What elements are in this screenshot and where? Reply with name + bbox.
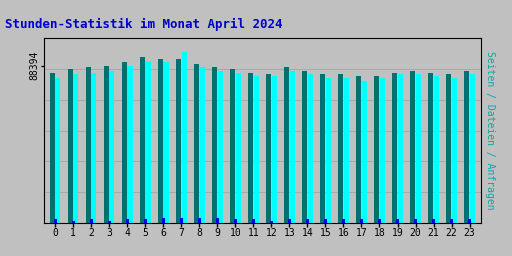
- Bar: [344, 78, 349, 223]
- Bar: [163, 62, 168, 223]
- Bar: [464, 71, 470, 223]
- Bar: [110, 71, 115, 223]
- Bar: [218, 71, 223, 223]
- Bar: [50, 72, 55, 223]
- Bar: [158, 59, 163, 223]
- Bar: [324, 219, 327, 223]
- Bar: [308, 74, 313, 223]
- Bar: [271, 76, 276, 223]
- Bar: [54, 219, 57, 223]
- Bar: [86, 67, 91, 223]
- Bar: [326, 78, 331, 223]
- Bar: [416, 74, 421, 223]
- Bar: [360, 219, 363, 223]
- Bar: [127, 66, 133, 223]
- Bar: [432, 219, 435, 223]
- Bar: [378, 219, 381, 223]
- Bar: [429, 72, 433, 223]
- Bar: [144, 219, 147, 223]
- Bar: [380, 78, 385, 223]
- Bar: [270, 221, 273, 223]
- Bar: [302, 71, 307, 223]
- Bar: [126, 219, 129, 223]
- Bar: [145, 61, 151, 223]
- Bar: [288, 219, 291, 223]
- Bar: [182, 52, 186, 223]
- Bar: [104, 66, 109, 223]
- Bar: [236, 72, 241, 223]
- Bar: [284, 67, 289, 223]
- Bar: [73, 74, 78, 223]
- Bar: [398, 74, 403, 223]
- Bar: [212, 67, 217, 223]
- Bar: [374, 76, 379, 223]
- Bar: [140, 57, 145, 223]
- Bar: [68, 69, 73, 223]
- Bar: [396, 219, 399, 223]
- Bar: [122, 62, 127, 223]
- Bar: [361, 81, 367, 223]
- Bar: [180, 218, 183, 223]
- Bar: [434, 76, 439, 223]
- Bar: [392, 72, 397, 223]
- Bar: [356, 76, 361, 223]
- Bar: [290, 71, 294, 223]
- Bar: [266, 74, 271, 223]
- Bar: [410, 71, 415, 223]
- Bar: [216, 218, 219, 223]
- Bar: [414, 219, 417, 223]
- Bar: [320, 74, 325, 223]
- Bar: [248, 72, 253, 223]
- Bar: [162, 218, 165, 223]
- Y-axis label: Seiten / Dateien / Anfragen: Seiten / Dateien / Anfragen: [485, 51, 496, 210]
- Bar: [55, 78, 60, 223]
- Bar: [176, 59, 181, 223]
- Bar: [452, 78, 457, 223]
- Bar: [252, 219, 255, 223]
- Bar: [253, 76, 259, 223]
- Bar: [470, 74, 475, 223]
- Bar: [342, 219, 345, 223]
- Bar: [468, 219, 471, 223]
- Bar: [446, 74, 452, 223]
- Bar: [90, 219, 93, 223]
- Bar: [306, 219, 309, 223]
- Bar: [194, 64, 199, 223]
- Bar: [198, 218, 201, 223]
- Bar: [450, 219, 453, 223]
- Bar: [234, 219, 237, 223]
- Bar: [230, 69, 235, 223]
- Text: Stunden-Statistik im Monat April 2024: Stunden-Statistik im Monat April 2024: [5, 18, 283, 31]
- Bar: [338, 74, 343, 223]
- Bar: [108, 221, 111, 223]
- Bar: [200, 67, 205, 223]
- Bar: [72, 221, 75, 223]
- Bar: [92, 72, 96, 223]
